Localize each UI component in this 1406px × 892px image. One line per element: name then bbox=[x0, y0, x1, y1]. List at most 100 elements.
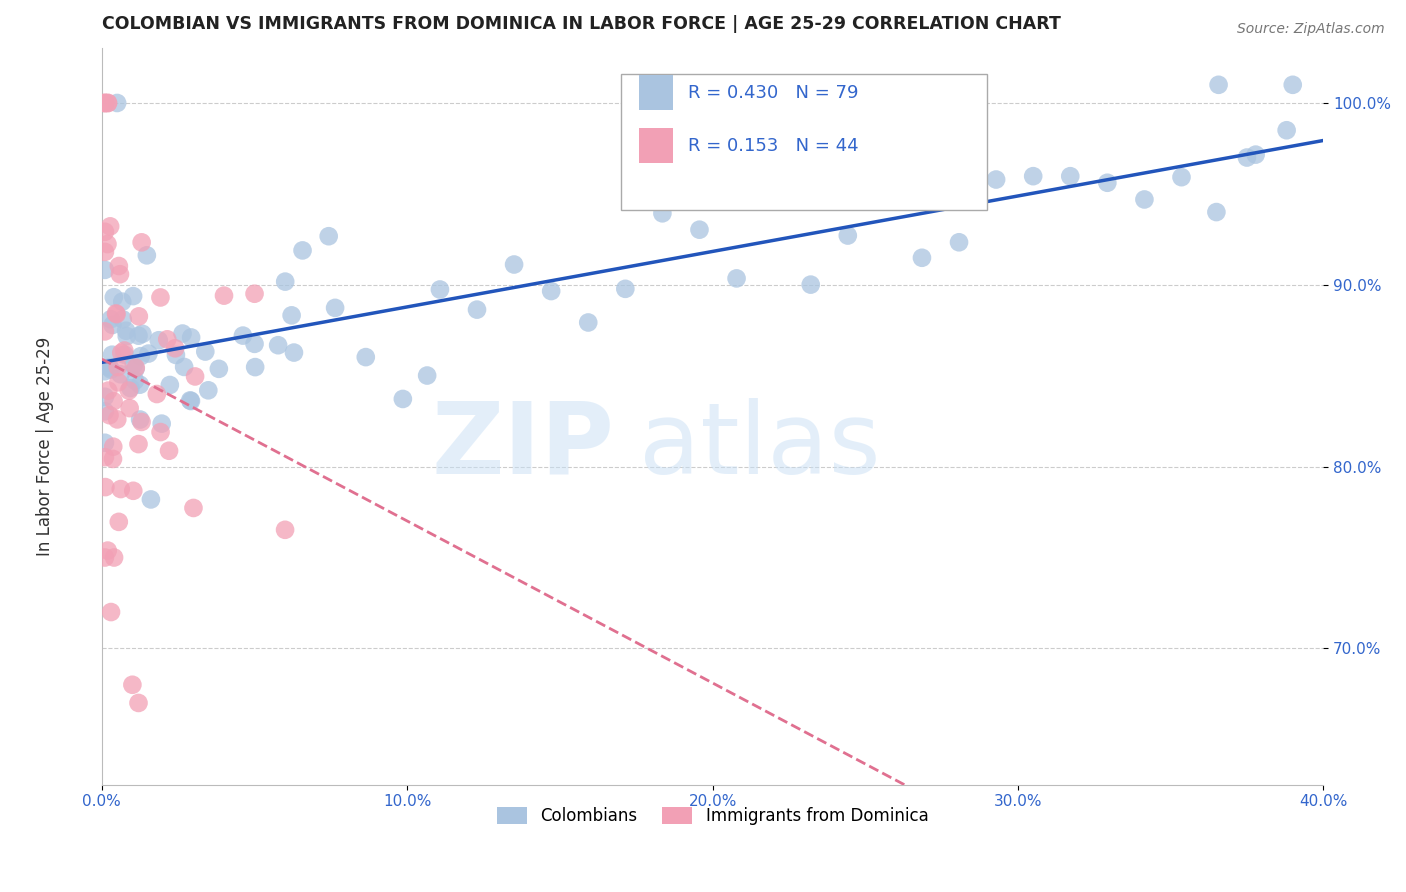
Point bbox=[110, 482, 132, 496]
Point bbox=[948, 235, 970, 250]
Point bbox=[131, 326, 153, 341]
Point bbox=[138, 346, 160, 360]
Point bbox=[180, 330, 202, 344]
Point bbox=[274, 523, 297, 537]
Point bbox=[1244, 147, 1267, 161]
Point bbox=[156, 332, 179, 346]
Text: R = 0.153   N = 44: R = 0.153 N = 44 bbox=[688, 136, 859, 154]
Point bbox=[283, 345, 305, 359]
Point bbox=[1281, 78, 1303, 92]
Point bbox=[108, 259, 131, 273]
Point bbox=[103, 550, 125, 565]
Point bbox=[107, 515, 129, 529]
Point bbox=[96, 237, 118, 252]
Point bbox=[94, 435, 117, 450]
Point bbox=[128, 696, 150, 710]
Point bbox=[122, 483, 145, 498]
Point bbox=[392, 392, 415, 406]
Point bbox=[318, 229, 340, 244]
Point bbox=[135, 248, 157, 262]
Point bbox=[94, 390, 117, 404]
Point bbox=[105, 95, 128, 110]
Point bbox=[97, 95, 120, 110]
Point bbox=[107, 359, 129, 374]
Legend: Colombians, Immigrants from Dominica: Colombians, Immigrants from Dominica bbox=[491, 800, 935, 831]
Point bbox=[115, 329, 138, 343]
Point bbox=[1059, 169, 1081, 184]
Point bbox=[97, 543, 120, 558]
Point bbox=[762, 180, 785, 194]
Point bbox=[172, 326, 194, 341]
Point bbox=[503, 258, 526, 272]
Point bbox=[128, 310, 150, 324]
Point bbox=[97, 384, 120, 398]
Point bbox=[911, 251, 934, 265]
Point bbox=[128, 437, 150, 451]
Point bbox=[94, 550, 117, 565]
Point bbox=[267, 338, 290, 352]
Point bbox=[197, 384, 219, 398]
Point bbox=[873, 187, 896, 202]
Point bbox=[103, 290, 125, 304]
Point bbox=[146, 387, 169, 401]
Point bbox=[128, 377, 150, 392]
Point bbox=[1170, 170, 1192, 185]
Point bbox=[688, 222, 710, 236]
Point bbox=[128, 328, 150, 343]
Point bbox=[429, 283, 451, 297]
Point bbox=[94, 450, 117, 465]
Point bbox=[614, 282, 637, 296]
Point bbox=[112, 343, 135, 358]
Point bbox=[165, 341, 187, 355]
Point bbox=[103, 440, 125, 454]
Point bbox=[100, 605, 122, 619]
Point bbox=[150, 417, 173, 431]
Point bbox=[179, 393, 201, 408]
Text: COLOMBIAN VS IMMIGRANTS FROM DOMINICA IN LABOR FORCE | AGE 25-29 CORRELATION CHA: COLOMBIAN VS IMMIGRANTS FROM DOMINICA IN… bbox=[101, 15, 1060, 33]
Point bbox=[108, 267, 131, 281]
Point bbox=[94, 244, 117, 259]
Point bbox=[651, 206, 673, 220]
Text: R = 0.430   N = 79: R = 0.430 N = 79 bbox=[688, 84, 859, 102]
Point bbox=[1208, 78, 1230, 92]
Point bbox=[212, 288, 235, 302]
Point bbox=[94, 404, 117, 418]
Point bbox=[984, 172, 1007, 186]
Point bbox=[124, 374, 146, 388]
Point bbox=[291, 244, 314, 258]
Point bbox=[110, 368, 132, 382]
FancyBboxPatch shape bbox=[640, 128, 673, 163]
Point bbox=[1275, 123, 1298, 137]
Point bbox=[111, 312, 134, 326]
Point bbox=[94, 95, 117, 110]
Point bbox=[94, 95, 117, 110]
Text: Source: ZipAtlas.com: Source: ZipAtlas.com bbox=[1237, 22, 1385, 37]
Point bbox=[110, 346, 132, 360]
Point bbox=[183, 500, 205, 515]
Point bbox=[159, 378, 181, 392]
Point bbox=[180, 394, 202, 409]
Text: ZIP: ZIP bbox=[432, 398, 614, 494]
Point bbox=[148, 333, 170, 347]
Point bbox=[115, 324, 138, 338]
Point bbox=[129, 412, 152, 426]
Point bbox=[94, 263, 117, 277]
Point bbox=[232, 328, 254, 343]
Point bbox=[98, 219, 121, 234]
Point bbox=[243, 360, 266, 375]
Text: atlas: atlas bbox=[640, 398, 882, 494]
Point bbox=[354, 350, 377, 364]
Point bbox=[540, 284, 562, 298]
Point bbox=[118, 384, 141, 398]
Point bbox=[1205, 205, 1227, 219]
Point bbox=[157, 443, 180, 458]
Point bbox=[97, 95, 120, 110]
Point bbox=[94, 324, 117, 338]
Point bbox=[129, 349, 152, 363]
Point bbox=[1236, 151, 1258, 165]
Point bbox=[98, 360, 121, 375]
Point bbox=[118, 401, 141, 416]
Point bbox=[139, 492, 162, 507]
Point bbox=[94, 480, 117, 494]
Point bbox=[208, 361, 231, 376]
